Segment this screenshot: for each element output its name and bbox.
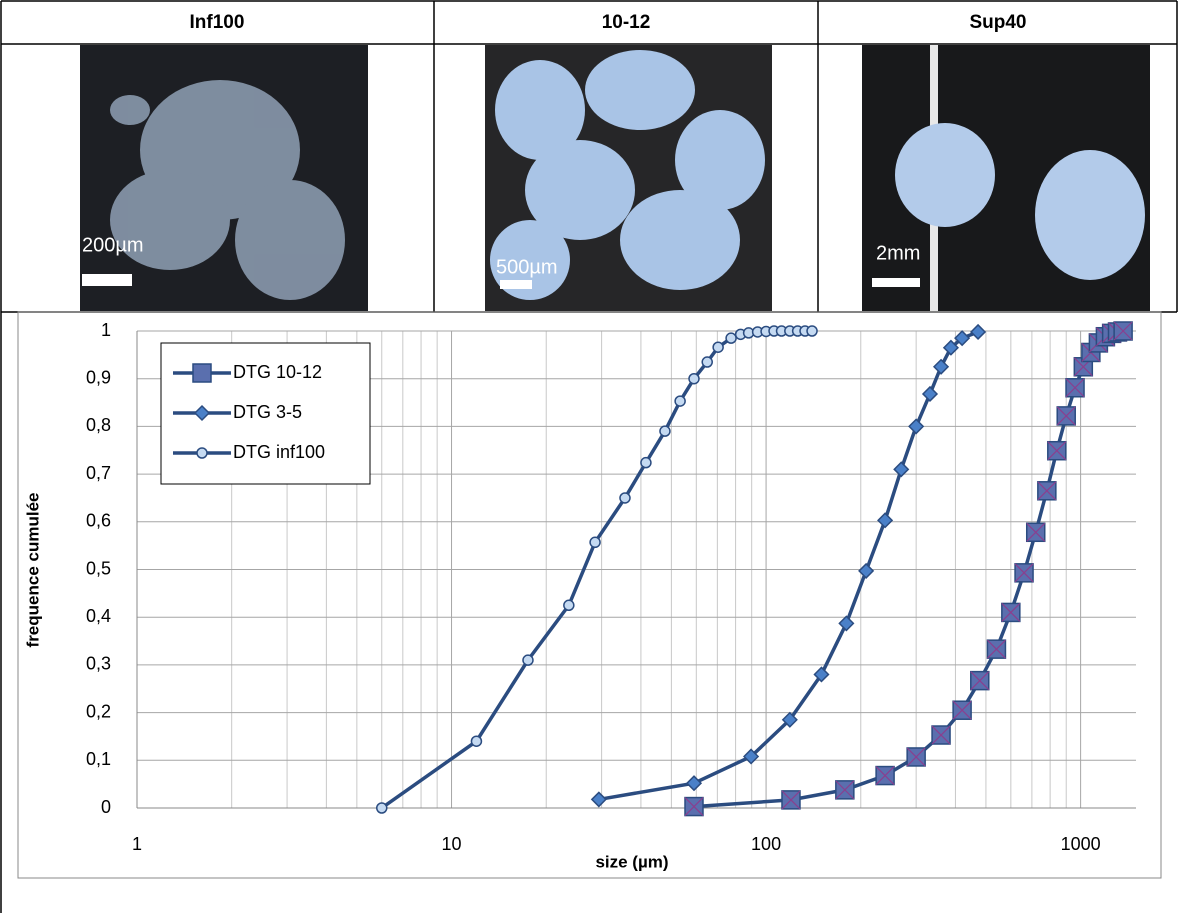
x-tick-label: 10 [442, 834, 462, 854]
y-axis-label: frequence cumulée [23, 493, 42, 648]
y-tick-label: 0,4 [86, 606, 111, 626]
marker [701, 356, 713, 368]
y-tick-label: 0 [101, 797, 111, 817]
marker-cross [906, 747, 926, 767]
marker-cross [1001, 603, 1021, 622]
marker [877, 512, 894, 529]
marker [563, 599, 575, 612]
y-tick-label: 0,7 [86, 463, 111, 483]
marker-cross [835, 780, 855, 800]
plot-area: 0 0,1 0,2 0,3 0,4 0,5 0,6 0,7 0,8 0,9 1 1 10 100 1000 D… [86, 320, 1136, 854]
marker [813, 666, 830, 683]
marker [932, 358, 950, 375]
marker-cross [1113, 321, 1133, 341]
x-tick-label: 100 [751, 834, 781, 854]
photo: 2mm [862, 45, 1150, 311]
series-line [693, 329, 1124, 809]
marker [196, 447, 208, 459]
y-tick-label: 0,6 [86, 511, 111, 531]
marker [376, 802, 388, 814]
y-tick-label: 1 [101, 320, 111, 340]
marker [192, 363, 212, 383]
y-tick-label: 0,8 [86, 415, 111, 435]
marker-cross [970, 671, 990, 691]
marker-cross [684, 797, 704, 816]
marker [781, 711, 798, 728]
marker-cross [1037, 481, 1057, 501]
x-tick-label: 1000 [1061, 834, 1101, 854]
marker-cross [1026, 522, 1046, 542]
marker [193, 404, 211, 422]
scale-label: 500µm [496, 256, 558, 278]
marker [674, 395, 686, 407]
photo: 200µm [80, 45, 368, 311]
marker [659, 425, 671, 437]
marker [921, 385, 939, 403]
marker [858, 562, 875, 579]
x-axis-label: size (µm) [595, 852, 668, 871]
marker-cross [952, 700, 972, 720]
marker [725, 332, 737, 344]
y-tick-label: 0,3 [86, 654, 111, 674]
legend: DTG 10-12 DTG 3-5 DTG inf100 [160, 342, 371, 485]
marker [589, 536, 601, 549]
scale-label: 200µm [82, 234, 144, 256]
marker-cross [1065, 378, 1085, 398]
y-tick-label: 0,5 [86, 558, 111, 578]
marker [743, 748, 760, 765]
y-tick-label: 0,2 [86, 701, 111, 721]
marker-cross [1047, 441, 1067, 461]
photo: 500µm [485, 45, 772, 311]
series-line [598, 330, 979, 802]
marker-cross [1014, 563, 1034, 583]
legend-label: DTG 10-12 [233, 362, 322, 382]
legend-label: DTG inf100 [233, 442, 325, 462]
marker [470, 735, 483, 747]
legend-label: DTG 3-5 [233, 402, 302, 422]
marker [969, 323, 987, 341]
marker [942, 339, 959, 356]
marker [590, 791, 607, 808]
marker-cross [1056, 406, 1076, 426]
marker [619, 492, 631, 504]
marker [838, 615, 855, 632]
marker [806, 325, 818, 337]
chart-frame [17, 311, 1162, 879]
column-header: Inf100 [190, 12, 245, 33]
y-tick-label: 0,9 [86, 367, 111, 387]
marker [954, 330, 971, 347]
marker [640, 456, 652, 469]
marker [522, 654, 534, 666]
marker-cross [987, 639, 1006, 659]
x-tick-label: 1 [132, 834, 142, 854]
marker-cross [931, 725, 951, 745]
marker [685, 775, 703, 792]
column-header: Sup40 [969, 12, 1026, 33]
marker [893, 461, 910, 478]
marker [688, 372, 700, 385]
marker [908, 418, 925, 435]
column-header: 10-12 [602, 12, 651, 33]
scale-label: 2mm [876, 242, 920, 264]
marker-cross [875, 766, 895, 785]
marker [712, 341, 724, 353]
y-tick-label: 0,1 [86, 749, 111, 769]
marker-cross [781, 790, 801, 810]
